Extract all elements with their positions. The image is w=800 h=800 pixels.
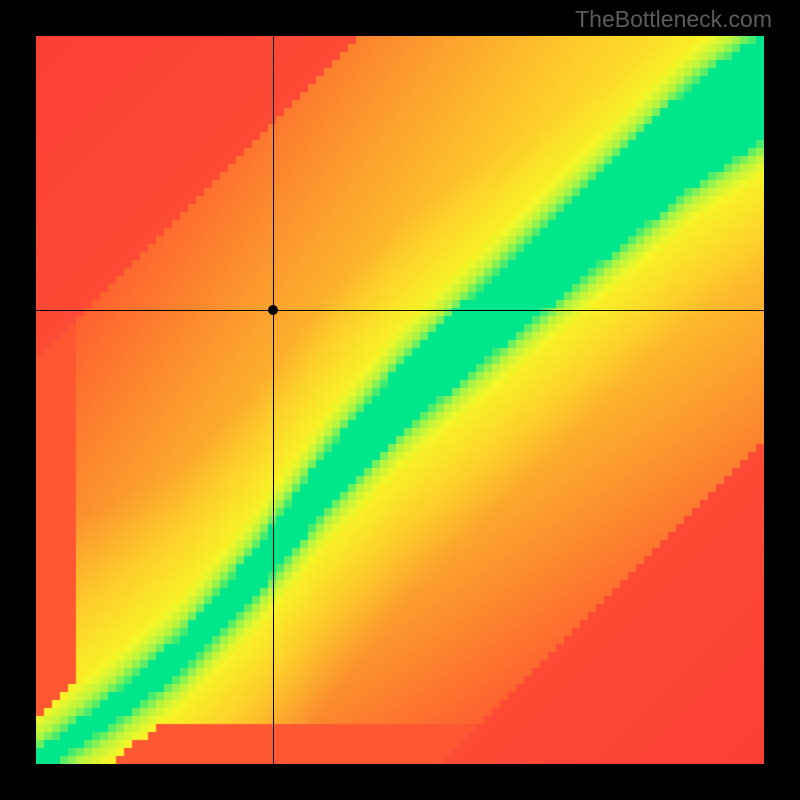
crosshair-vertical [273,36,274,764]
heatmap-canvas [36,36,764,764]
crosshair-marker-dot [268,305,278,315]
heatmap-plot-area [36,36,764,764]
crosshair-horizontal [36,310,764,311]
watermark-label: TheBottleneck.com [575,6,772,33]
